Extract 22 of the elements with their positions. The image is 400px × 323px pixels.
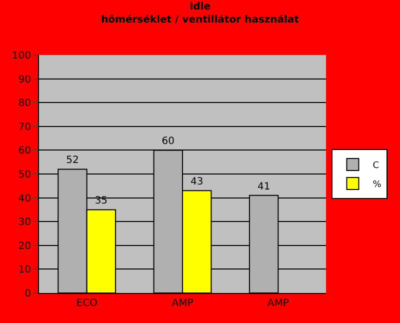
y-tick-label: 100 bbox=[12, 50, 31, 62]
data-label: 41 bbox=[257, 181, 270, 192]
y-tick-label: 70 bbox=[18, 122, 31, 133]
legend-label: % bbox=[372, 180, 382, 190]
y-tick-label: 50 bbox=[18, 170, 31, 180]
x-tick-label: ECO bbox=[76, 298, 98, 309]
x-tick-label: AMP bbox=[172, 298, 194, 309]
y-tick-label: 10 bbox=[18, 264, 31, 276]
x-tick-label: AMP bbox=[267, 298, 289, 309]
chart-subtitle: hőmérséklet / ventillátor használat bbox=[101, 14, 300, 26]
data-label: 52 bbox=[66, 155, 79, 166]
y-tick-label: 0 bbox=[24, 288, 31, 300]
legend-label: C bbox=[372, 161, 380, 172]
y-tick-label: 20 bbox=[18, 240, 31, 252]
y-tick-label: 30 bbox=[18, 217, 31, 228]
y-tick-label: 40 bbox=[18, 193, 31, 204]
chart-title: Idle bbox=[189, 2, 211, 13]
data-label: 60 bbox=[162, 136, 175, 148]
y-tick-label: 60 bbox=[18, 146, 31, 157]
y-tick-label: 90 bbox=[18, 74, 31, 86]
y-tick-label: 80 bbox=[18, 98, 31, 110]
data-label: 43 bbox=[190, 176, 204, 188]
